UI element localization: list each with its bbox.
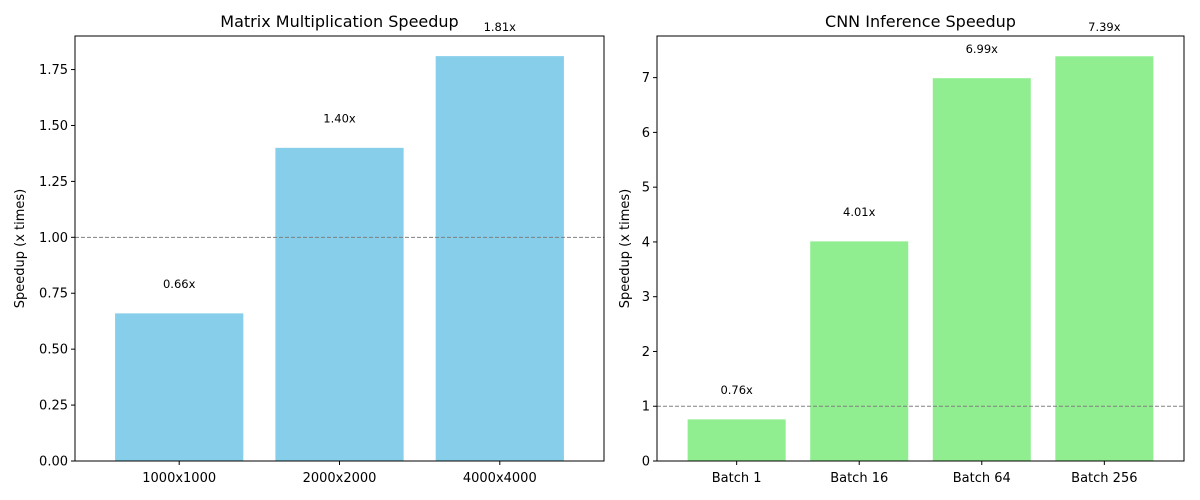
x-tick-label: Batch 256 bbox=[1071, 471, 1137, 486]
y-tick-label: 1 bbox=[642, 400, 650, 415]
y-tick-label: 0.00 bbox=[39, 455, 68, 470]
y-tick-label: 2 bbox=[642, 345, 650, 360]
y-tick-label: 0.75 bbox=[39, 287, 68, 302]
data-label-1: 4.01x bbox=[843, 205, 876, 219]
x-tick-label: 4000x4000 bbox=[463, 471, 537, 486]
data-label-1: 1.40x bbox=[323, 112, 356, 126]
chart-title: CNN Inference Speedup bbox=[825, 12, 1016, 31]
y-tick-label: 5 bbox=[642, 181, 650, 196]
y-axis-label: Speedup (x times) bbox=[13, 189, 28, 309]
y-tick-label: 4 bbox=[642, 235, 650, 250]
y-tick-label: 6 bbox=[642, 126, 650, 141]
bar-0 bbox=[687, 419, 786, 461]
chart-title: Matrix Multiplication Speedup bbox=[220, 12, 458, 31]
y-tick-label: 1.75 bbox=[39, 63, 68, 78]
data-label-0: 0.76x bbox=[720, 383, 753, 397]
bar-0 bbox=[115, 313, 244, 461]
x-tick-label: Batch 1 bbox=[712, 471, 762, 486]
y-tick-label: 7 bbox=[642, 71, 650, 86]
bar-1 bbox=[810, 241, 909, 461]
y-tick-label: 0 bbox=[642, 455, 650, 470]
x-tick-label: 2000x2000 bbox=[303, 471, 377, 486]
data-label-2: 6.99x bbox=[966, 42, 999, 56]
bar-1 bbox=[275, 147, 404, 461]
y-tick-label: 3 bbox=[642, 290, 650, 305]
bar-3 bbox=[1055, 56, 1154, 462]
x-tick-label: Batch 64 bbox=[953, 471, 1011, 486]
x-tick-label: 1000x1000 bbox=[142, 471, 216, 486]
chart-matrix-multiplication: 0.66x 1.40x 1.81x 0.00 0.25 0.50 0.75 1.00 1.25 1… bbox=[13, 12, 605, 486]
x-tick-label: Batch 16 bbox=[830, 471, 888, 486]
y-tick-label: 0.50 bbox=[39, 343, 68, 358]
data-label-3: 7.39x bbox=[1088, 20, 1121, 34]
chart-cnn-inference: 0.76x 4.01x 6.99x 7.39x 0 1 2 3 4 5 6 7 Batch 1 Batch… bbox=[618, 12, 1185, 486]
bar-2 bbox=[932, 78, 1031, 462]
y-tick-label: 1.25 bbox=[39, 175, 68, 190]
axes-frame bbox=[656, 35, 1185, 462]
y-axis-label: Speedup (x times) bbox=[618, 189, 633, 309]
data-label-2: 1.81x bbox=[484, 20, 517, 34]
bar-2 bbox=[435, 56, 564, 461]
y-tick-label: 1.50 bbox=[39, 119, 68, 134]
y-tick-label: 0.25 bbox=[39, 399, 68, 414]
data-label-0: 0.66x bbox=[163, 277, 196, 291]
y-tick-label: 1.00 bbox=[39, 231, 68, 246]
